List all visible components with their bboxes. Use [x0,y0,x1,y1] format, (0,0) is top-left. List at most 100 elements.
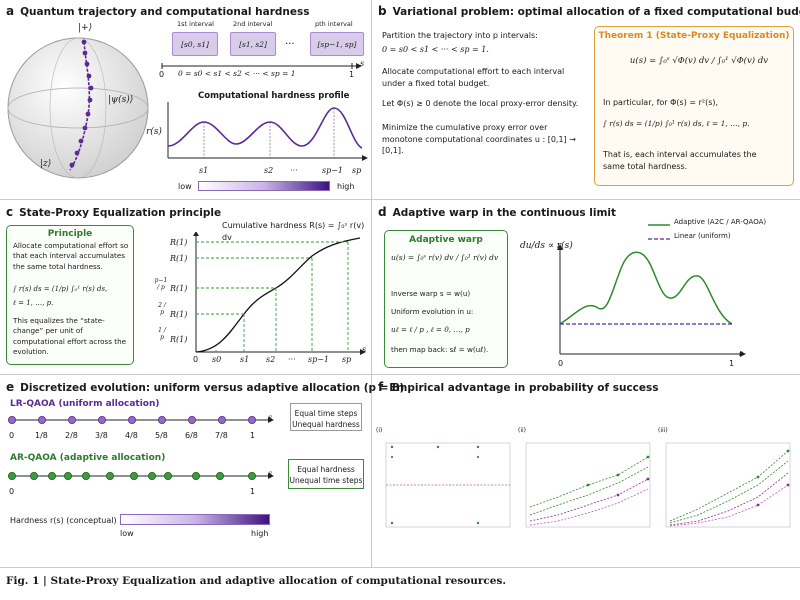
partition-text: Partition the trajectory into p interval… [382,31,538,40]
ar-qaoa-timeline [8,472,274,480]
xtick-s0: s0 [212,355,222,364]
theorem-box: Theorem 1 (State-Proxy Equalization) u(s… [594,26,794,186]
interval-1-box: [s0, s1] [172,32,218,56]
subplot-iii-label: (iii) [658,427,668,434]
warp-x0: 0 [558,359,564,368]
map-back-text: then map back: sℓ = w(uℓ). [391,345,489,354]
principle-equation-2: ℓ = 1, …, p. [13,299,54,307]
warp-equation: u(s) = ∫₀ˢ r(v) dv / ∫₀¹ r(v) dv [391,253,499,262]
cumulative-title: Cumulative hardness R(s) = ∫₀ˢ r(v) dv [222,221,365,242]
interval-dots: ··· [285,39,295,50]
minimize-text: Minimize the cumulative proxy error over… [382,123,576,156]
theorem-equation-2: ∫ r(s) ds = (1/p) ∫₀¹ r(s) ds, ℓ = 1, …,… [603,119,750,128]
adaptive-warp-title: Adaptive warp [409,235,483,245]
panel-f-title: f Empirical advantage in probability of s… [378,380,659,394]
panel-d: d Adaptive warp in the continuous limit A… [372,200,800,375]
panel-b: b Variational problem: optimal allocation… [372,0,800,200]
uniform-grid-equation: uℓ = ℓ / p , ℓ = 0, …, p [391,325,470,334]
colorbar-low: low [178,182,192,191]
profile-tick-dots: ··· [290,166,298,175]
profile-tick-s2: s2 [264,166,274,175]
hardness-bar-high: high [251,529,269,538]
bloch-top-label: |+⟩ [78,23,93,33]
lr-tick-3: 3/8 [95,431,108,440]
trajectory-axis [161,63,362,69]
allocate-text: Allocate computational effort to each in… [382,67,565,88]
cumulative-xlabel: s [362,345,367,354]
subplot-ii-label: (ii) [518,427,527,434]
ar-tick-1: 1 [250,487,256,496]
lr-qaoa-timeline [8,416,274,424]
panel-e-title: e Discretized evolution: uniform versus a… [6,380,405,394]
warp-xlabel: s [739,349,744,358]
profile-tick-sp: sp [352,166,362,175]
ytick-r1-second: R(1) [170,254,188,263]
panel-f: f Empirical advantage in probability of s… [372,375,800,568]
interval-p-box: [sp−1, sp] [310,32,364,56]
warp-x1: 1 [729,359,735,368]
xtick-s2: s2 [266,355,276,364]
theorem-conclusion: That is, each interval accumulates the s… [603,150,757,171]
success-subplot-i [385,442,511,528]
ar-axis-s: s [268,469,273,478]
trajectory-axis-one: 1 [349,70,355,79]
principle-equation: ∫ r(s) ds = (1/p) ∫₀¹ r(s) ds, [13,285,108,293]
theorem-equation: u(s) = ∫₀ˢ √Φ(v) dv / ∫₀¹ √Φ(v) dv [629,56,769,66]
profile-tick-sp1: sp−1 [322,166,344,175]
xtick-s1: s1 [240,355,250,364]
legend-adaptive: Adaptive (A2C / AR-QAOA) [674,218,767,226]
lr-tick-7: 7/8 [215,431,228,440]
panel-e: e Discretized evolution: uniform versus a… [0,375,404,568]
uniform-evolution-text: Uniform evolution in u: [391,307,474,316]
inverse-warp-text: Inverse warp s = w(u) [391,289,471,298]
adaptive-warp-box: Adaptive warp u(s) = ∫₀ˢ r(v) dv / ∫₀¹ r… [384,230,508,368]
ytick-frac-1: 1 / p [158,327,166,341]
principle-title: Principle [47,229,93,239]
principle-box: Principle Allocate computational effort … [6,225,134,365]
trajectory-axis-chain: 0 = s0 < s1 < s2 < ··· < sp = 1 [178,69,296,78]
ytick-frac-2: 2 / p [158,302,166,316]
lr-qaoa-label: LR-QAOA (uniform allocation) [10,399,160,409]
bloch-state-label: |ψ(s)⟩ [108,95,134,105]
lr-summary-box: Equal time steps Unequal hardness [290,403,362,431]
success-subplot-ii [525,442,651,528]
subplot-i-label: (i) [376,427,383,434]
theorem-particular: In particular, for Φ(s) = r²(s), [603,98,719,107]
lr-tick-6: 6/8 [185,431,198,440]
ytick-frac-p1: p−1 / p [154,277,168,291]
warp-ylabel: du/ds ∝ r(s) [520,241,573,251]
partition-math: 0 = s0 < s1 < ··· < sp = 1. [382,45,489,54]
bloch-bottom-label: |z⟩ [40,159,52,169]
cumulative-hardness-plot [193,232,366,355]
xtick-sp: sp [342,355,352,364]
lr-axis-s: s [268,413,273,422]
ytick-r1-p1: R(1) [170,284,188,293]
lr-tick-5: 5/8 [155,431,168,440]
panel-c-title: c State-Proxy Equalization principle [6,205,222,219]
theorem-title: Theorem 1 (State-Proxy Equalization) [598,31,790,41]
success-subplot-iii [665,442,791,528]
lr-tick-8: 1 [250,431,256,440]
hardness-profile-plot [167,102,368,161]
xtick-sp1: sp−1 [308,355,330,364]
colorbar-high: high [337,182,355,191]
xtick-0: 0 [193,355,199,364]
principle-text-1: Allocate computational effort so that ea… [13,241,129,271]
lr-tick-2: 2/8 [65,431,78,440]
panel-a-title: a Quantum trajectory and computational ha… [6,4,310,18]
lr-tick-0: 0 [9,431,15,440]
lr-summary-line-1: Equal time steps [294,409,358,418]
interval-p-header: pth interval [315,20,353,28]
hardness-bar-low: low [120,529,134,538]
panel-c: c State-Proxy Equalization principle Prin… [0,200,372,375]
lr-tick-4: 4/8 [125,431,138,440]
trajectory-axis-s: s [360,59,365,68]
ar-summary-line-1: Equal hardness [297,465,355,474]
ytick-r1-2: R(1) [170,310,188,319]
ar-qaoa-label: AR-QAOA (adaptive allocation) [10,453,166,463]
hardness-bar [120,514,270,525]
legend-linear: Linear (uniform) [674,232,731,240]
profile-tick-s1: s1 [199,166,209,175]
profile-title: Computational hardness profile [198,91,350,101]
bloch-sphere [7,37,149,179]
